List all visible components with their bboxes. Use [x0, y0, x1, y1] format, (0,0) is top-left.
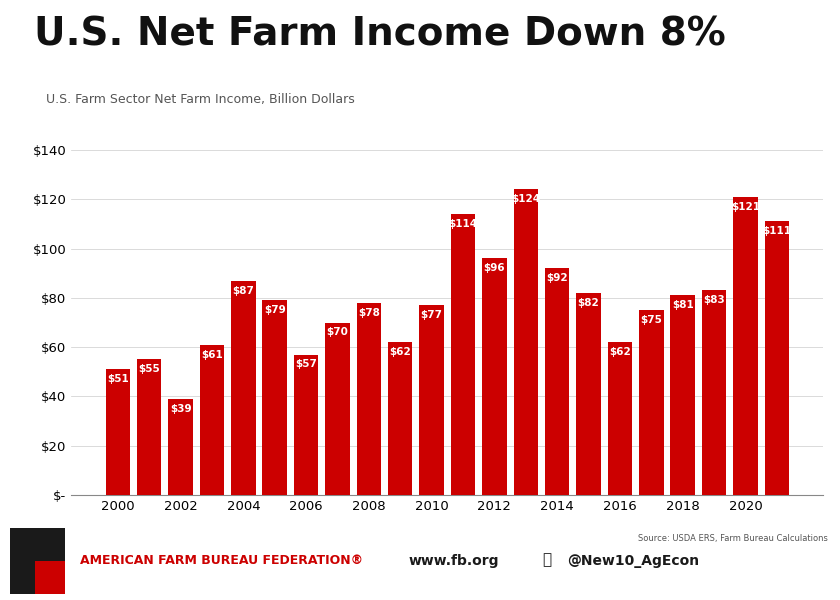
Text: $77: $77	[421, 310, 443, 320]
Bar	[701, 290, 727, 495]
Bar	[451, 214, 475, 495]
Bar	[764, 221, 789, 495]
Text: $75: $75	[640, 315, 662, 325]
Bar	[231, 281, 255, 495]
Bar	[733, 197, 758, 495]
Text: www.fb.org: www.fb.org	[408, 554, 499, 568]
Text: $92: $92	[546, 273, 568, 283]
Text: $83: $83	[703, 295, 725, 305]
Bar	[607, 342, 633, 495]
Bar	[12, 531, 33, 560]
Text: $96: $96	[484, 263, 505, 274]
Text: $62: $62	[609, 347, 631, 357]
Bar	[106, 370, 130, 495]
Bar	[545, 268, 570, 495]
Text: $39: $39	[170, 404, 192, 414]
Bar	[357, 303, 381, 495]
Text: $55: $55	[139, 364, 160, 374]
Text: Source: USDA ERS, Farm Bureau Calculations: Source: USDA ERS, Farm Bureau Calculatio…	[638, 534, 827, 542]
Text: 🐦: 🐦	[542, 552, 551, 567]
Bar	[513, 190, 538, 495]
Text: $78: $78	[358, 308, 380, 318]
Text: $114: $114	[449, 219, 478, 229]
Text: $79: $79	[264, 305, 286, 315]
Text: AMERICAN FARM BUREAU FEDERATION®: AMERICAN FARM BUREAU FEDERATION®	[80, 554, 363, 568]
Bar	[388, 342, 412, 495]
FancyBboxPatch shape	[10, 528, 65, 594]
Bar	[262, 301, 287, 495]
Text: $51: $51	[107, 374, 129, 384]
Text: $121: $121	[731, 202, 760, 212]
Bar	[34, 561, 65, 594]
Text: U.S. Farm Sector Net Farm Income, Billion Dollars: U.S. Farm Sector Net Farm Income, Billio…	[46, 93, 355, 106]
Text: $111: $111	[762, 226, 791, 236]
Bar	[325, 323, 349, 495]
Bar	[200, 344, 224, 495]
Text: $82: $82	[578, 298, 600, 308]
Bar	[419, 305, 444, 495]
Text: $87: $87	[233, 286, 255, 296]
Bar	[670, 295, 695, 495]
Text: U.S. Net Farm Income Down 8%: U.S. Net Farm Income Down 8%	[34, 15, 726, 53]
Bar	[137, 359, 161, 495]
Text: $81: $81	[672, 301, 694, 310]
Bar	[576, 293, 601, 495]
Text: $70: $70	[327, 328, 349, 337]
Bar	[639, 310, 664, 495]
Text: $124: $124	[512, 194, 540, 205]
Text: $57: $57	[295, 359, 317, 370]
Text: $61: $61	[201, 350, 223, 359]
Text: $62: $62	[390, 347, 411, 357]
Bar	[294, 355, 318, 495]
Text: @New10_AgEcon: @New10_AgEcon	[567, 554, 699, 568]
Bar	[168, 399, 193, 495]
Bar	[482, 259, 507, 495]
